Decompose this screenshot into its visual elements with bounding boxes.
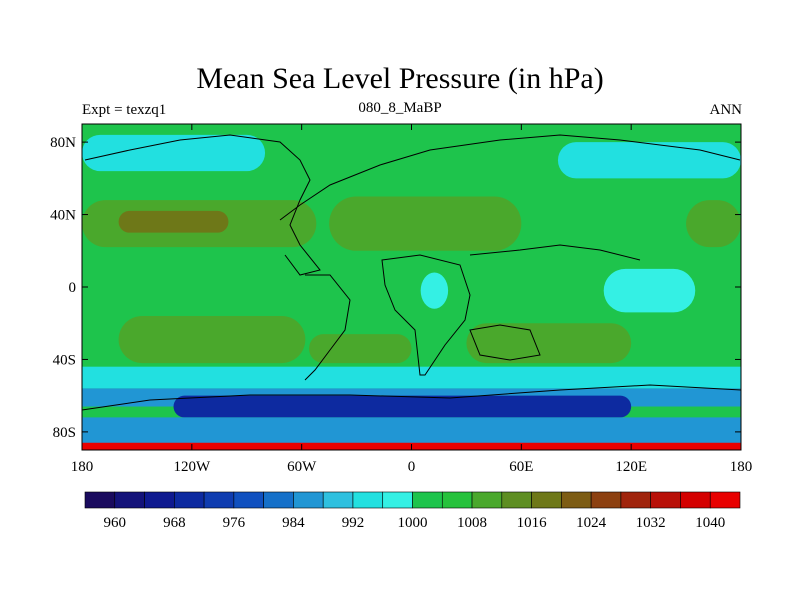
coastline-1 (304, 274, 351, 381)
colorbar-cell (680, 491, 711, 509)
colorbar-cell (709, 491, 741, 509)
colorbar-cell (233, 491, 264, 509)
pressure-field (82, 124, 741, 450)
colorbar-cell (561, 491, 592, 509)
coastline-2 (381, 254, 471, 376)
coastline-0 (84, 134, 321, 276)
y-tick-label: 40S (53, 352, 76, 368)
contour-subtropical-high-nh-core (118, 210, 229, 233)
contour-southern-subtropical-high-3 (308, 334, 412, 364)
colorbar-cell (322, 491, 354, 509)
colorbar-cell (174, 491, 205, 509)
colorbar-label: 968 (163, 515, 186, 531)
coastlines (81, 134, 742, 411)
x-tick-label: 120E (615, 459, 647, 475)
colorbar-label: 984 (282, 515, 305, 531)
contour-southern-trough-1 (82, 366, 741, 389)
colorbar-cell (590, 491, 622, 509)
contour-southern-subtropical-high-2 (466, 323, 632, 364)
coastline-5 (469, 324, 541, 361)
contour-north-polar (82, 127, 741, 135)
colorbar-label: 1024 (576, 515, 607, 531)
x-tick-label: 60E (509, 459, 533, 475)
colorbar-cell (382, 491, 413, 509)
x-tick-label: 60W (287, 459, 317, 475)
subtitle-center: 080_8_MaBP (358, 100, 442, 116)
x-axis: 180 120W 60W 0 60E 120E 180 (71, 124, 753, 475)
colorbar-label: 1040 (695, 515, 725, 531)
colorbar-cell (263, 491, 294, 509)
contour-pacific-high (686, 200, 741, 248)
x-tick-label: 180 (71, 459, 94, 475)
x-tick-label: 180 (730, 459, 753, 475)
x-tick-label: 0 (408, 459, 416, 475)
contour-southern-subtropical-high-1 (118, 315, 306, 364)
y-tick-label: 40N (50, 208, 76, 224)
contour-north-pacific-low (557, 142, 741, 179)
colorbar-cell (144, 491, 175, 509)
y-tick-label: 0 (69, 280, 77, 296)
colorbar-label: 976 (223, 515, 246, 531)
colorbar-label: 1008 (457, 515, 487, 531)
colorbar-cell (471, 491, 503, 509)
contour-asia-high (329, 196, 522, 251)
colorbar-cell (620, 491, 651, 509)
colorbar-cell (501, 491, 532, 509)
colorbar-label: 960 (104, 515, 127, 531)
y-axis: 80N 40N 0 40S 80S (50, 135, 741, 441)
coastline-4 (469, 244, 641, 261)
colorbar-cell (293, 491, 324, 509)
colorbar-cell (441, 491, 473, 509)
contour-tropical-low-1 (420, 272, 449, 309)
colorbar-cell (531, 491, 562, 509)
colorbar-label: 992 (342, 515, 365, 531)
colorbar-cell (352, 491, 384, 509)
colorbar-label: 1032 (636, 515, 666, 531)
subtitle-left: Expt = texzq1 (82, 102, 167, 118)
colorbar-cell (84, 491, 116, 509)
colorbar-label: 1016 (517, 515, 548, 531)
coastline-3 (279, 134, 741, 221)
y-tick-label: 80N (50, 135, 76, 151)
coastline-6 (81, 384, 742, 411)
colorbar: 960 968 976 984 992 1000 1008 1016 1024 1032 1040 (84, 491, 741, 531)
chart-title: Mean Sea Level Pressure (in hPa) (196, 62, 604, 95)
contour-north-atlantic-low (82, 134, 266, 172)
y-tick-label: 80S (53, 425, 76, 441)
colorbar-cell (114, 491, 145, 509)
contour-tropical-low-2 (603, 268, 696, 313)
contour-southern-trough-core (173, 395, 632, 418)
colorbar-cell (412, 491, 443, 509)
subtitle-right: ANN (709, 102, 743, 118)
colorbar-cell (203, 491, 235, 509)
colorbar-label: 1000 (398, 515, 428, 531)
x-tick-label: 120W (173, 459, 211, 475)
colorbar-cell (650, 491, 681, 509)
